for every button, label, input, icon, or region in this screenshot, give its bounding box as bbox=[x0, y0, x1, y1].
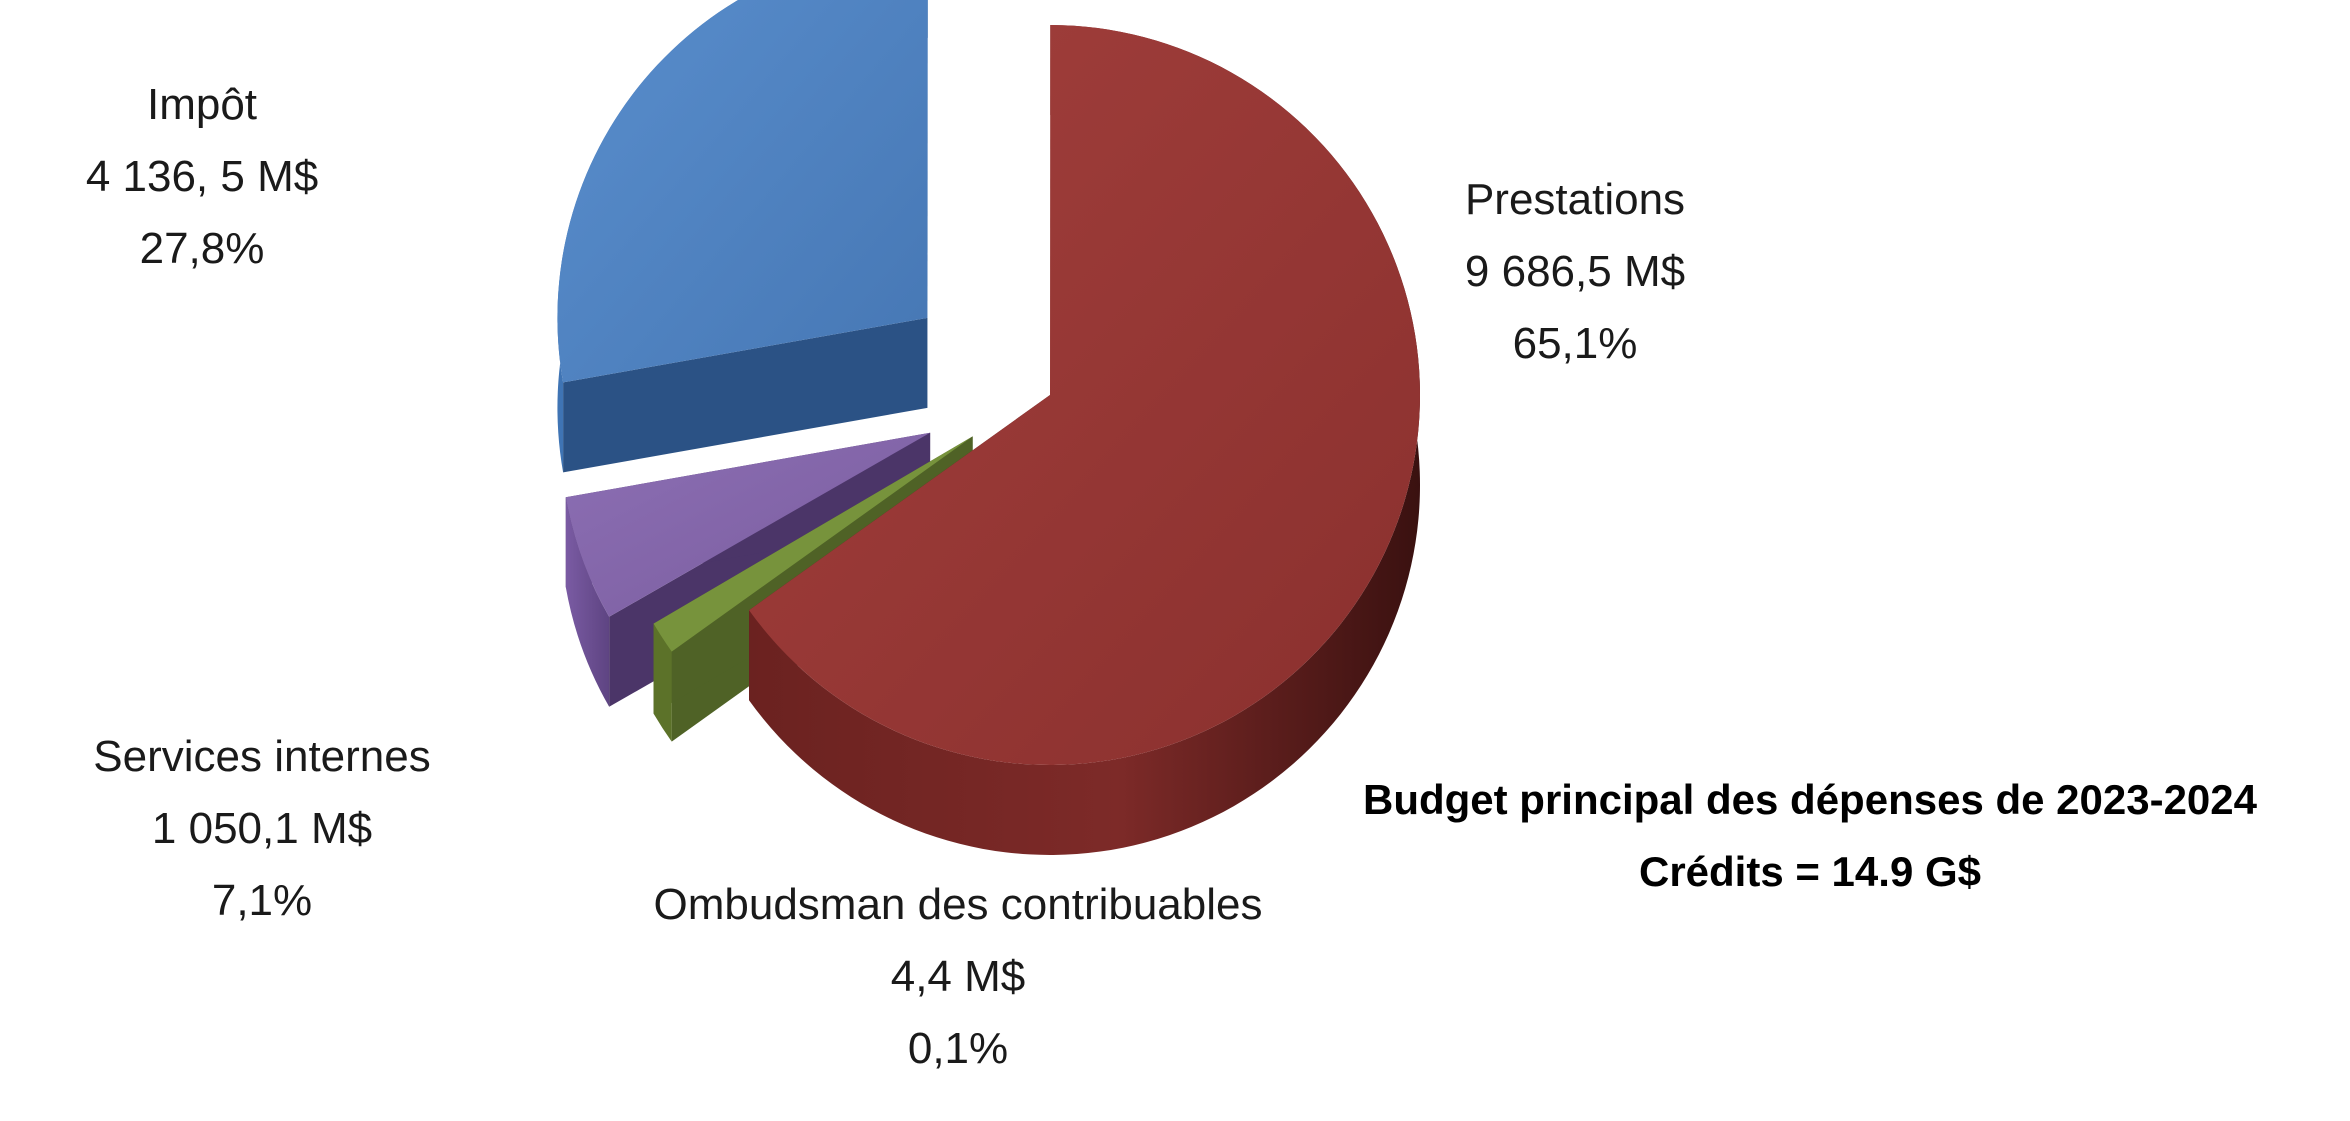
label-name: Services internes bbox=[93, 732, 430, 781]
slice-impot bbox=[557, 0, 928, 473]
label-percent: 65,1% bbox=[1513, 319, 1638, 368]
label-percent: 7,1% bbox=[212, 876, 312, 925]
label-name: Ombudsman des contribuables bbox=[654, 880, 1263, 929]
label-name: Impôt bbox=[147, 80, 257, 129]
label-percent: 27,8% bbox=[140, 224, 265, 273]
slice-top bbox=[557, 0, 928, 383]
caption-line-2: Crédits = 14.9 G$ bbox=[1639, 848, 1981, 895]
slice-wall bbox=[563, 317, 928, 473]
label-ombudsman-des-contribuables: Ombudsman des contribuables 4,4 M$ 0,1% bbox=[654, 880, 1263, 1073]
label-value: 4 136, 5 M$ bbox=[86, 152, 318, 201]
label-impot: Impôt 4 136, 5 M$ 27,8% bbox=[86, 80, 318, 273]
slice-side bbox=[653, 623, 672, 742]
caption-line-1: Budget principal des dépenses de 2023-20… bbox=[1363, 776, 2258, 823]
label-value: 1 050,1 M$ bbox=[152, 804, 372, 853]
label-percent: 0,1% bbox=[908, 1024, 1008, 1073]
label-value: 9 686,5 M$ bbox=[1465, 247, 1685, 296]
label-services-internes: Services internes 1 050,1 M$ 7,1% bbox=[93, 732, 430, 925]
label-prestations: Prestations 9 686,5 M$ 65,1% bbox=[1465, 175, 1685, 368]
label-name: Prestations bbox=[1465, 175, 1685, 224]
label-value: 4,4 M$ bbox=[891, 952, 1026, 1001]
slice-top bbox=[565, 432, 931, 617]
slice-side bbox=[565, 497, 610, 707]
slice-prestations bbox=[749, 25, 1421, 855]
slice-top bbox=[749, 25, 1421, 765]
slice-top bbox=[653, 436, 973, 652]
